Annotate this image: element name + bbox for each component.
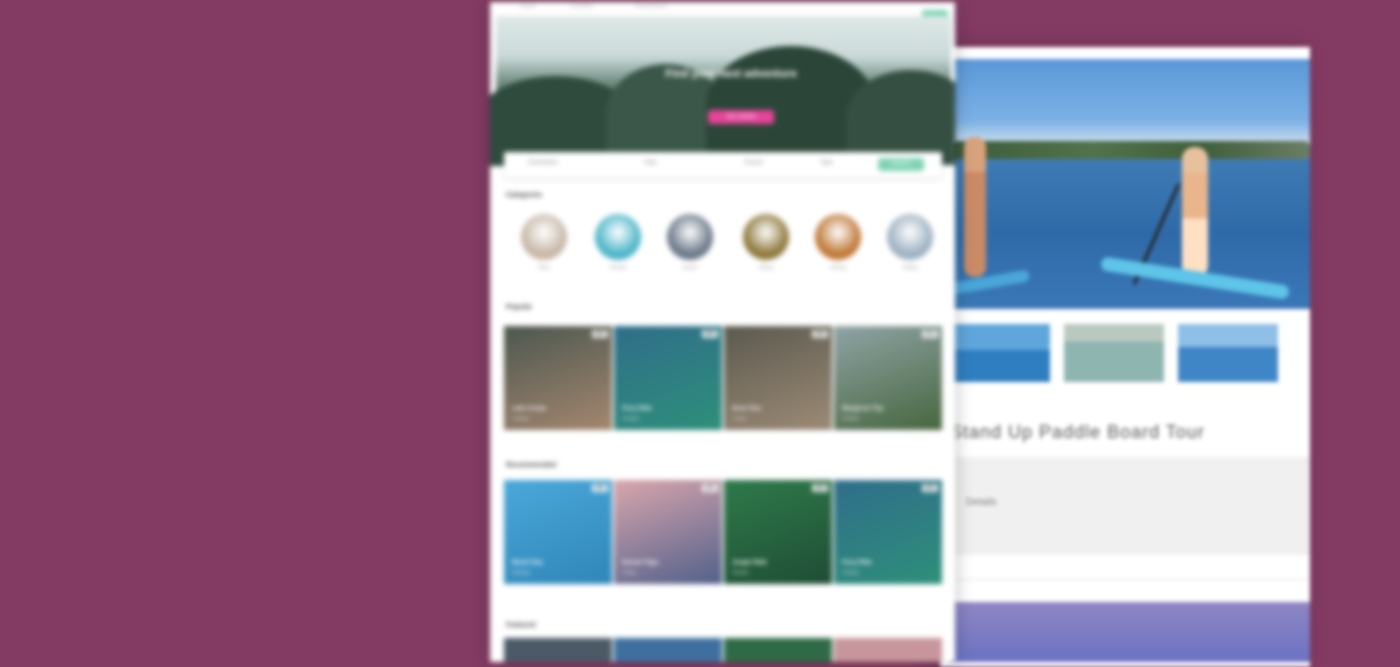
category-item[interactable]: Boat xyxy=(518,214,570,271)
thumbnail-strip xyxy=(950,324,1310,382)
category-label: Fishing xyxy=(829,265,847,271)
card-meta: 2 hours xyxy=(512,416,529,422)
activity-card[interactable]: $25 Sunset Yoga 1 hour xyxy=(614,480,722,584)
category-item[interactable]: Kayak xyxy=(664,214,716,271)
product-hero-image[interactable] xyxy=(950,59,1310,309)
search-field-type[interactable]: Type xyxy=(820,160,834,166)
shoreline xyxy=(950,141,1310,159)
activity-card[interactable] xyxy=(504,638,612,662)
category-label: Hiking xyxy=(759,265,773,271)
category-label: Sailing xyxy=(902,265,918,271)
price-badge: $75 xyxy=(922,330,938,338)
banner-title: Find your next adventure xyxy=(665,68,797,80)
activity-card[interactable]: $90 Beach Day Full day xyxy=(504,480,612,584)
activity-card[interactable] xyxy=(724,638,832,662)
gallery-thumbnail[interactable] xyxy=(1178,324,1278,382)
info-box: Details xyxy=(950,457,1310,555)
card-meta: 4 hours xyxy=(842,416,859,422)
nav-link-activities[interactable]: Activities xyxy=(570,4,594,10)
price-badge: $55 xyxy=(812,484,828,492)
categories-heading: Categories xyxy=(506,192,543,199)
category-image xyxy=(667,214,713,260)
related-image[interactable] xyxy=(950,602,1310,662)
popular-row: $45 Lake Cruise 2 hours $60 Ferry Ride 3… xyxy=(504,326,944,434)
activity-card[interactable]: $75 Mangrove Trip 4 hours xyxy=(834,326,942,430)
category-item[interactable]: Hiking xyxy=(740,214,792,271)
search-field-guests[interactable]: Guests xyxy=(744,160,764,166)
featured-heading: Featured xyxy=(506,622,536,629)
join-button[interactable] xyxy=(922,10,948,20)
card-meta: 3 hours xyxy=(622,416,639,422)
recommended-row: $90 Beach Day Full day $25 Sunset Yoga 1… xyxy=(504,480,944,588)
product-title: Stand Up Paddle Board Tour xyxy=(950,422,1205,442)
category-image xyxy=(887,214,933,260)
price-badge: $60 xyxy=(702,330,718,338)
activity-card[interactable]: $30 Dock Tour 1 hour xyxy=(724,326,832,430)
category-image xyxy=(815,214,861,260)
gallery-thumbnail[interactable] xyxy=(950,324,1050,382)
price-badge: $45 xyxy=(592,330,608,338)
banner-cta-button[interactable]: Get started xyxy=(708,110,774,124)
activity-card[interactable] xyxy=(614,638,722,662)
category-item[interactable]: Fishing xyxy=(812,214,864,271)
category-image xyxy=(521,214,567,260)
activity-card[interactable] xyxy=(834,638,942,662)
category-image xyxy=(743,214,789,260)
hero-banner: Find your next adventure Get started xyxy=(490,16,955,166)
card-title: Sunset Yoga xyxy=(622,560,658,566)
activity-card[interactable]: $55 Jungle Walk 3 hours xyxy=(724,480,832,584)
card-meta: 3 hours xyxy=(732,570,749,576)
desktop-background: Stand Up Paddle Board Tour Details Home … xyxy=(490,2,1310,667)
product-detail-panel: Stand Up Paddle Board Tour Details xyxy=(940,47,1310,667)
category-label: Kayak xyxy=(683,265,697,271)
category-label: Boat xyxy=(538,265,550,271)
recommended-heading: Recommended xyxy=(506,462,557,469)
card-meta: 1 hour xyxy=(732,416,747,422)
card-title: Lake Cruise xyxy=(512,406,547,412)
search-bar: Destination Date Guests Type Search xyxy=(504,152,942,178)
search-field-destination[interactable]: Destination xyxy=(528,160,559,166)
home-listing-panel: Home Activities Destinations Find your n… xyxy=(490,2,955,662)
card-title: Ferry Ride xyxy=(842,560,872,566)
card-meta: 1 hour xyxy=(622,570,637,576)
price-badge: $90 xyxy=(592,484,608,492)
divider xyxy=(950,579,1310,580)
price-badge: $60 xyxy=(922,484,938,492)
activity-card[interactable]: $45 Lake Cruise 2 hours xyxy=(504,326,612,430)
card-title: Mangrove Trip xyxy=(842,406,884,412)
gallery-thumbnail[interactable] xyxy=(1064,324,1164,382)
info-label: Details xyxy=(966,497,997,508)
paddler-figure xyxy=(1182,147,1208,277)
activity-card[interactable]: $60 Ferry Ride 3 hours xyxy=(834,480,942,584)
price-badge: $30 xyxy=(812,330,828,338)
top-nav: Home Activities Destinations xyxy=(490,2,955,20)
category-item[interactable]: Sailing xyxy=(884,214,936,271)
card-title: Dock Tour xyxy=(732,406,762,412)
search-button[interactable]: Search xyxy=(878,158,924,171)
activity-card[interactable]: $60 Ferry Ride 3 hours xyxy=(614,326,722,430)
card-meta: Full day xyxy=(512,570,530,576)
banner-hill xyxy=(846,70,955,165)
card-meta: 3 hours xyxy=(842,570,859,576)
paddler-figure xyxy=(964,137,986,277)
category-item[interactable]: Snorkel xyxy=(592,214,644,271)
card-title: Ferry Ride xyxy=(622,406,652,412)
search-field-date[interactable]: Date xyxy=(644,160,657,166)
paddle-board xyxy=(950,269,1031,297)
popular-heading: Popular xyxy=(506,304,533,311)
nav-link-home[interactable]: Home xyxy=(520,4,537,10)
nav-link-destinations[interactable]: Destinations xyxy=(635,4,669,10)
category-label: Snorkel xyxy=(609,265,627,271)
card-title: Beach Day xyxy=(512,560,543,566)
card-title: Jungle Walk xyxy=(732,560,767,566)
featured-row xyxy=(504,638,944,662)
price-badge: $25 xyxy=(702,484,718,492)
category-image xyxy=(595,214,641,260)
category-list: Boat Snorkel Kayak Hiking Fishing Sailin… xyxy=(518,214,948,284)
